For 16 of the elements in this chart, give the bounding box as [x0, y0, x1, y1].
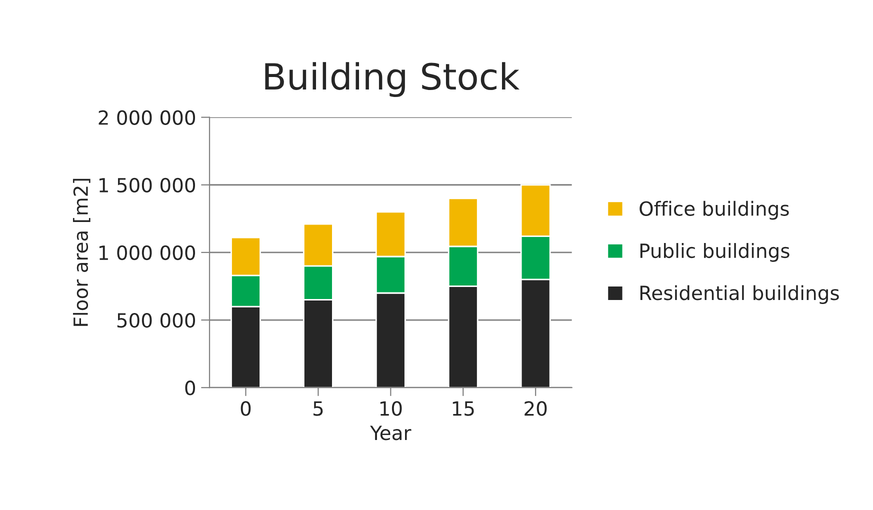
legend-label: Residential buildings	[640, 285, 839, 304]
x-tick-label: 0	[240, 401, 251, 416]
y-tick-label: 2 000 000	[98, 110, 196, 125]
legend-label: Office buildings	[640, 200, 789, 220]
y-tick-label: 0	[185, 380, 196, 396]
legend-label: Public buildings	[640, 243, 790, 262]
x-axis-title: Year	[370, 426, 412, 440]
y-axis-title: Floor area [m2]	[72, 178, 90, 326]
y-tick-label: 1 500 000	[100, 178, 196, 193]
x-tick-label: 5	[314, 401, 323, 416]
y-tick-label: 500 000	[117, 312, 196, 328]
x-tick-label: 15	[452, 401, 474, 416]
x-tick-label: 20	[524, 401, 547, 416]
x-tick-label: 10	[380, 401, 402, 416]
y-tick-label: 1 000 000	[100, 245, 196, 260]
chart-title: Building Stock	[265, 62, 520, 98]
